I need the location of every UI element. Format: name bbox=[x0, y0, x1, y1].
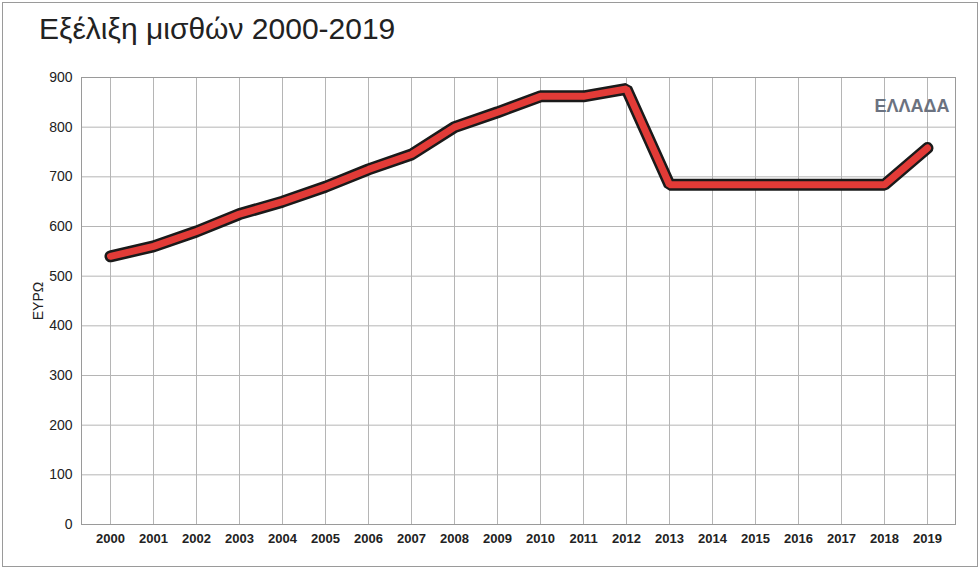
svg-text:2006: 2006 bbox=[354, 531, 383, 546]
svg-text:2002: 2002 bbox=[182, 531, 211, 546]
svg-text:200: 200 bbox=[49, 417, 73, 433]
svg-text:2011: 2011 bbox=[569, 531, 597, 546]
svg-text:2016: 2016 bbox=[784, 531, 813, 546]
svg-text:0: 0 bbox=[65, 516, 73, 532]
svg-text:2007: 2007 bbox=[397, 531, 426, 546]
svg-text:2017: 2017 bbox=[827, 531, 856, 546]
svg-text:2019: 2019 bbox=[913, 531, 942, 546]
svg-text:2005: 2005 bbox=[311, 531, 340, 546]
svg-text:400: 400 bbox=[49, 317, 73, 333]
svg-text:2012: 2012 bbox=[612, 531, 641, 546]
svg-text:900: 900 bbox=[49, 69, 73, 85]
svg-text:2014: 2014 bbox=[698, 531, 728, 546]
svg-text:2000: 2000 bbox=[96, 531, 125, 546]
svg-text:300: 300 bbox=[49, 367, 73, 383]
svg-text:800: 800 bbox=[49, 119, 73, 135]
svg-text:2004: 2004 bbox=[268, 531, 298, 546]
svg-text:600: 600 bbox=[49, 218, 73, 234]
svg-text:2001: 2001 bbox=[139, 531, 168, 546]
svg-text:ΕΛΛΑΔΑ: ΕΛΛΑΔΑ bbox=[875, 96, 950, 116]
svg-text:2018: 2018 bbox=[870, 531, 899, 546]
svg-text:2013: 2013 bbox=[655, 531, 684, 546]
svg-text:2010: 2010 bbox=[526, 531, 555, 546]
svg-text:500: 500 bbox=[49, 268, 73, 284]
svg-text:2008: 2008 bbox=[440, 531, 469, 546]
svg-text:ΕΥΡΩ: ΕΥΡΩ bbox=[30, 282, 46, 320]
svg-text:100: 100 bbox=[49, 466, 73, 482]
svg-text:2003: 2003 bbox=[225, 531, 254, 546]
svg-text:2015: 2015 bbox=[741, 531, 770, 546]
svg-text:2009: 2009 bbox=[483, 531, 512, 546]
html-text:Εξέλιξη μισθών 2000-2019: Εξέλιξη μισθών 2000-2019 bbox=[39, 12, 396, 45]
svg-text:700: 700 bbox=[49, 168, 73, 184]
